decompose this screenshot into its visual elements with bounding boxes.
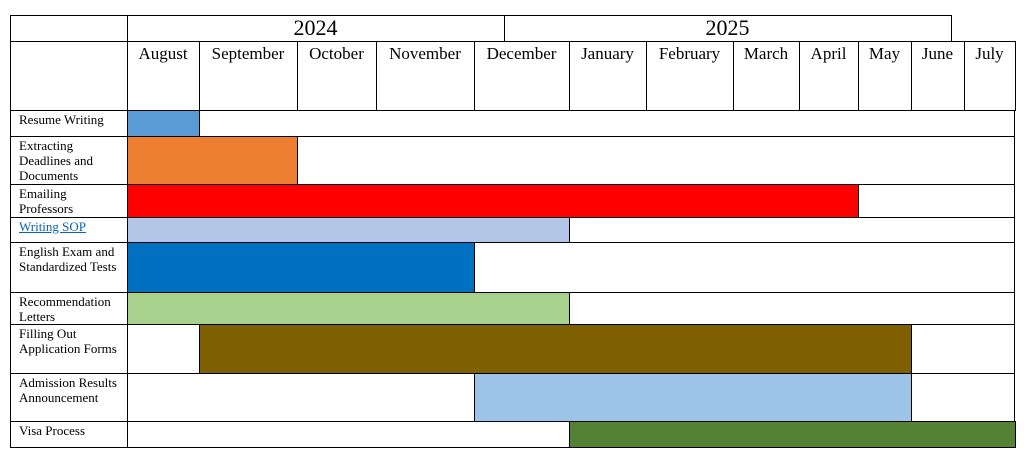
gantt-bar <box>127 110 200 137</box>
gantt-bar <box>127 292 570 325</box>
task-label: Recommendation Letters <box>19 294 111 324</box>
task-label: Filling Out Application Forms <box>19 326 117 356</box>
gantt-bar <box>569 421 1016 448</box>
year-label: 2024 <box>293 15 338 40</box>
corner-cell <box>10 41 128 111</box>
month-label: June <box>921 44 954 63</box>
year-label: 2025 <box>705 15 750 40</box>
month-label: April <box>810 44 847 63</box>
gantt-bar <box>127 242 475 293</box>
month-label: January <box>581 44 634 63</box>
month-label: July <box>975 44 1004 63</box>
month-label: December <box>486 44 557 63</box>
gantt-bar <box>474 373 912 422</box>
month-label: September <box>211 44 285 63</box>
task-link[interactable]: Writing SOP <box>19 219 87 234</box>
month-label: August <box>138 44 188 63</box>
month-label: March <box>743 44 789 63</box>
month-label: February <box>658 44 721 63</box>
gantt-bar <box>127 136 298 185</box>
task-label: Admission Results Announcement <box>19 375 117 405</box>
gantt-bar <box>199 324 912 374</box>
month-label: October <box>309 44 364 63</box>
corner-cell <box>10 15 128 42</box>
month-label: May <box>868 44 901 63</box>
task-label: English Exam and Standardized Tests <box>19 244 117 274</box>
task-label: Visa Process <box>19 423 86 438</box>
gantt-bar <box>127 217 570 243</box>
task-label: Resume Writing <box>19 112 104 127</box>
task-label: Extracting Deadlines and Documents <box>19 138 94 183</box>
month-label: November <box>389 44 461 63</box>
task-label: Emailing Professors <box>19 186 74 216</box>
task-timeline-cell <box>127 110 1015 137</box>
gantt-bar <box>127 184 859 218</box>
